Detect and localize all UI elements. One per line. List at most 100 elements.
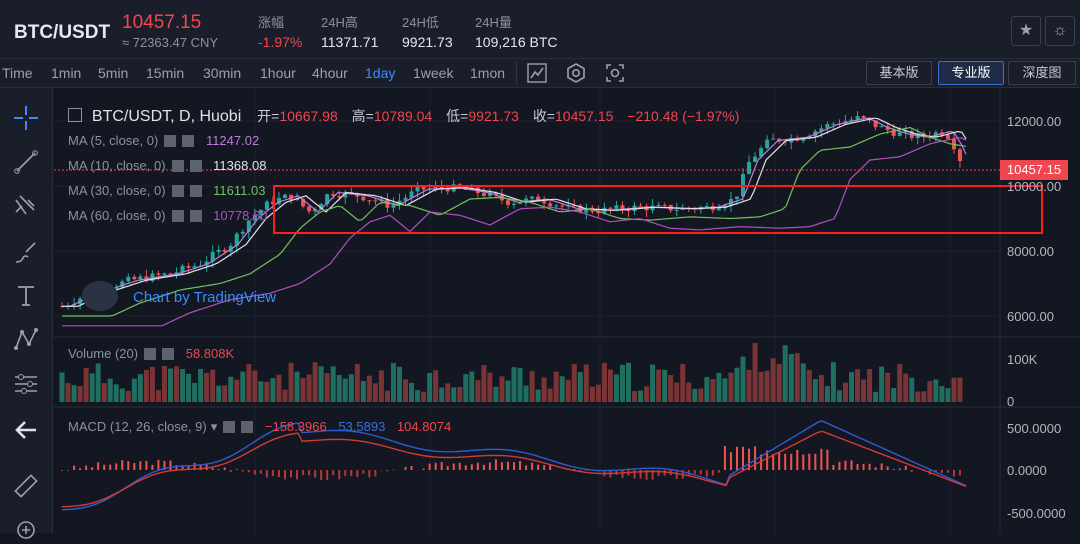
collapse-icon[interactable] <box>68 108 82 122</box>
volume-bar <box>222 385 228 402</box>
interval-1mon[interactable]: 1mon <box>470 65 506 81</box>
candle <box>734 196 739 199</box>
volume-bar <box>674 382 680 402</box>
volume-bar <box>716 372 722 402</box>
candle <box>620 205 625 210</box>
settings-icon[interactable] <box>171 160 184 172</box>
close-icon[interactable] <box>241 421 254 433</box>
screenshot-icon[interactable] <box>604 62 626 84</box>
settings-icon[interactable] <box>164 135 177 147</box>
volume-legend[interactable]: Volume (20) 58.808K <box>68 346 234 361</box>
candle <box>421 186 426 190</box>
volume-bar <box>258 381 264 402</box>
fib-icon[interactable] <box>12 192 40 220</box>
candle <box>475 187 480 194</box>
candle <box>361 196 366 201</box>
close-icon[interactable] <box>182 135 195 147</box>
candle <box>614 205 619 209</box>
ma5-line <box>62 117 967 307</box>
price-axis-label: 8000.00 <box>1007 244 1054 259</box>
measure-icon[interactable] <box>12 370 40 398</box>
volume-bar <box>312 362 318 402</box>
volume-bar <box>246 364 252 402</box>
settings-icon[interactable] <box>223 421 236 433</box>
back-arrow-icon[interactable] <box>12 416 40 444</box>
close-icon[interactable] <box>189 210 202 222</box>
volume-bar <box>692 388 698 402</box>
basic-version-button[interactable]: 基本版 <box>866 61 932 85</box>
brush-icon[interactable] <box>12 238 40 266</box>
macd-signal-value: 104.8074 <box>396 419 452 434</box>
volume-bar <box>927 381 933 402</box>
crosshair-icon[interactable] <box>12 104 40 132</box>
volume-bar <box>186 373 192 402</box>
pattern-icon[interactable] <box>12 326 40 354</box>
settings-icon[interactable] <box>171 210 184 222</box>
high-label: 高= <box>351 108 374 124</box>
settings-icon[interactable] <box>171 185 184 197</box>
volume-bar <box>770 358 776 402</box>
settings-icon[interactable] <box>565 62 587 84</box>
candle <box>343 192 348 198</box>
volume-bar <box>565 379 571 402</box>
interval-1week[interactable]: 1week <box>413 65 454 81</box>
interval-1day[interactable]: 1day <box>365 65 396 81</box>
star-icon[interactable]: ★ <box>1011 16 1041 46</box>
candle <box>753 156 758 162</box>
ma60-legend[interactable]: MA (60, close, 0) 10778.60 <box>68 208 267 223</box>
ma5-legend[interactable]: MA (5, close, 0) 11247.02 <box>68 133 259 148</box>
volume-bar <box>107 378 113 402</box>
trend-line-icon[interactable] <box>12 148 40 176</box>
volume-bar <box>632 391 638 402</box>
interval-1min[interactable]: 1min <box>51 65 82 81</box>
chart-type-icon[interactable] <box>526 62 548 84</box>
candle <box>319 204 324 210</box>
interval-5min[interactable]: 5min <box>98 65 129 81</box>
candle <box>210 251 215 262</box>
ma10-legend[interactable]: MA (10, close, 0) 11368.08 <box>68 158 266 173</box>
volume-bar <box>396 366 402 402</box>
macd-line <box>61 420 967 511</box>
ticker-header: BTC/USDT 10457.15 ≈ 72363.47 CNY 涨幅 -1.9… <box>0 0 1080 59</box>
depth-chart-button[interactable]: 深度图 <box>1008 61 1076 85</box>
interval-1hour[interactable]: 1hour <box>260 65 296 81</box>
ruler-icon[interactable] <box>12 472 40 500</box>
sun-icon[interactable]: ☼ <box>1045 16 1075 46</box>
tradingview-logo <box>82 281 118 311</box>
interval-4hour[interactable]: 4hour <box>312 65 348 81</box>
candle <box>307 206 312 212</box>
candle <box>530 196 535 199</box>
candle <box>957 149 962 162</box>
high-value: 10789.04 <box>373 108 433 124</box>
candle <box>174 272 179 274</box>
interval-time[interactable]: Time <box>2 65 33 81</box>
low-24h-value: 9921.73 <box>402 34 453 50</box>
interval-30min[interactable]: 30min <box>203 65 242 81</box>
candle <box>879 126 884 128</box>
candle <box>891 130 896 136</box>
ma30-legend[interactable]: MA (30, close, 0) 11611.03 <box>68 183 265 198</box>
volume-bar <box>282 389 288 402</box>
close-icon[interactable] <box>189 185 202 197</box>
price-chart-canvas[interactable] <box>0 0 1080 533</box>
close-icon[interactable] <box>162 348 175 360</box>
text-icon[interactable] <box>12 282 40 310</box>
volume-bar <box>77 386 83 402</box>
cny-price: ≈ 72363.47 CNY <box>122 35 219 50</box>
settings-icon[interactable] <box>144 348 157 360</box>
change-label: 涨幅 <box>258 15 285 30</box>
candle <box>180 265 185 273</box>
ma30-line <box>62 126 967 317</box>
interval-15min[interactable]: 15min <box>146 65 185 81</box>
close-icon[interactable] <box>189 160 202 172</box>
macd-legend[interactable]: MACD (12, 26, close, 9) ▾ −158.3966 53.58… <box>68 419 452 434</box>
candle <box>626 209 631 212</box>
pro-version-button[interactable]: 专业版 <box>938 61 1004 85</box>
volume-bar <box>59 372 65 402</box>
volume-bar <box>83 367 89 402</box>
candle <box>518 202 523 204</box>
volume-bar <box>372 383 378 402</box>
volume-bar <box>897 363 903 402</box>
candle <box>608 207 613 209</box>
macd-signal-line <box>61 430 967 508</box>
